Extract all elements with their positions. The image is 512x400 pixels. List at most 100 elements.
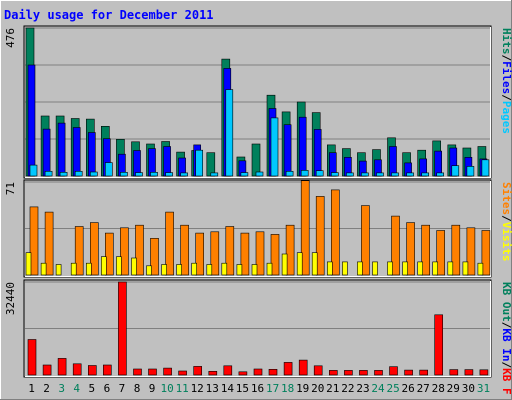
legend-item: /	[500, 94, 512, 101]
bar-sites-26	[406, 222, 415, 276]
bar-visits-15	[236, 264, 243, 276]
bar-files-4	[72, 127, 81, 177]
bar-sites-27	[421, 224, 431, 276]
x-tick-label: 12	[191, 382, 204, 395]
bar-visits-21	[326, 261, 333, 276]
bar-files-18	[283, 124, 292, 177]
bar-visits-6	[101, 256, 107, 276]
x-tick-label: 31	[477, 382, 490, 395]
bar-sites-17	[270, 234, 280, 276]
legend-item: /	[500, 215, 512, 222]
bar-pages-22	[346, 172, 354, 177]
bar-sites-21	[330, 189, 340, 276]
bar-pages-19	[300, 170, 309, 177]
bar-files-9	[148, 148, 156, 177]
bar-kb-f-26	[404, 369, 413, 376]
bar-pages-25	[391, 172, 399, 177]
bar-pages-13	[210, 172, 219, 177]
bar-sites-11	[180, 224, 189, 276]
bar-files-1	[27, 64, 36, 177]
bar-sites-28	[436, 230, 446, 276]
bar-pages-21	[330, 172, 339, 177]
bar-sites-19	[300, 180, 310, 276]
x-tick-label: 27	[417, 382, 430, 395]
x-tick-label: 17	[266, 382, 279, 395]
x-tick-label: 6	[104, 382, 111, 395]
bar-visits-19	[296, 252, 303, 276]
bar-pages-30	[466, 166, 475, 177]
bar-visits-9	[146, 265, 152, 276]
bar-visits-16	[251, 264, 258, 276]
bar-pages-1	[29, 164, 38, 177]
bar-kb-f-27	[419, 369, 429, 376]
bar-pages-18	[285, 171, 294, 177]
x-tick-label: 11	[176, 382, 189, 395]
bar-pages-16	[255, 171, 264, 177]
bar-kb-f-31	[479, 369, 489, 376]
bar-files-25	[389, 146, 397, 177]
bar-pages-4	[74, 171, 83, 177]
bar-sites-31	[481, 230, 491, 276]
bar-kb-f-28	[434, 314, 444, 376]
bar-sites-10	[165, 211, 174, 276]
bar-visits-13	[206, 264, 213, 276]
legend-item: /	[500, 55, 512, 62]
bar-pages-31	[481, 159, 490, 177]
x-tick-label: 10	[160, 382, 173, 395]
bar-kb-f-25	[389, 366, 398, 376]
bar-kb-f-5	[88, 365, 97, 376]
bar-visits-1	[25, 252, 32, 276]
legend-item: KB F	[500, 368, 512, 395]
y-max-label: 476	[4, 28, 17, 48]
bar-sites-18	[285, 224, 295, 276]
bar-pages-5	[90, 171, 98, 177]
bar-pages-11	[180, 172, 188, 177]
bar-kb-f-6	[103, 364, 112, 376]
x-tick-label: 4	[73, 382, 80, 395]
bar-sites-1	[29, 206, 39, 276]
x-tick-label: 2	[43, 382, 50, 395]
bar-sites-14	[225, 226, 235, 276]
bar-visits-27	[417, 261, 424, 276]
bar-hits-13	[206, 152, 216, 177]
bar-kb-f-23	[359, 370, 368, 376]
bar-hits-16	[251, 143, 261, 177]
bar-kb-f-21	[328, 370, 338, 376]
bar-visits-2	[40, 262, 47, 276]
bar-pages-10	[165, 172, 173, 177]
bar-pages-2	[44, 171, 53, 177]
bar-sites-8	[135, 224, 144, 276]
bar-kb-f-4	[72, 363, 82, 376]
bar-kb-f-7	[118, 281, 127, 376]
legend-item: Visits	[500, 222, 512, 262]
bar-visits-3	[55, 264, 62, 276]
bar-kb-f-1	[27, 339, 37, 376]
bar-visits-20	[311, 252, 318, 276]
bar-pages-29	[451, 165, 460, 177]
bar-visits-29	[447, 261, 454, 276]
bar-visits-8	[131, 257, 137, 276]
bar-files-2	[42, 128, 51, 177]
bar-files-10	[163, 146, 171, 177]
bar-kb-f-16	[253, 368, 263, 376]
bar-visits-4	[70, 262, 77, 276]
bar-sites-20	[315, 196, 325, 276]
x-tick-label: 9	[149, 382, 156, 395]
bar-visits-17	[266, 262, 273, 276]
series-legend: Hits/Files/Pages	[500, 28, 512, 134]
bar-visits-28	[432, 261, 439, 276]
bar-kb-f-14	[223, 365, 233, 376]
bar-kb-f-10	[163, 367, 172, 376]
x-tick-label: 7	[119, 382, 126, 395]
bar-pages-9	[150, 172, 158, 177]
bar-visits-12	[191, 262, 197, 276]
x-tick-label: 8	[134, 382, 141, 395]
bar-sites-9	[150, 238, 159, 276]
x-tick-label: 19	[296, 382, 309, 395]
bar-visits-30	[462, 261, 469, 276]
bar-kb-f-20	[313, 365, 323, 376]
series-legend: KB Out/KB In/KB F	[500, 282, 512, 395]
panel-hits: 476 Hits/Files/Pages	[4, 25, 512, 179]
